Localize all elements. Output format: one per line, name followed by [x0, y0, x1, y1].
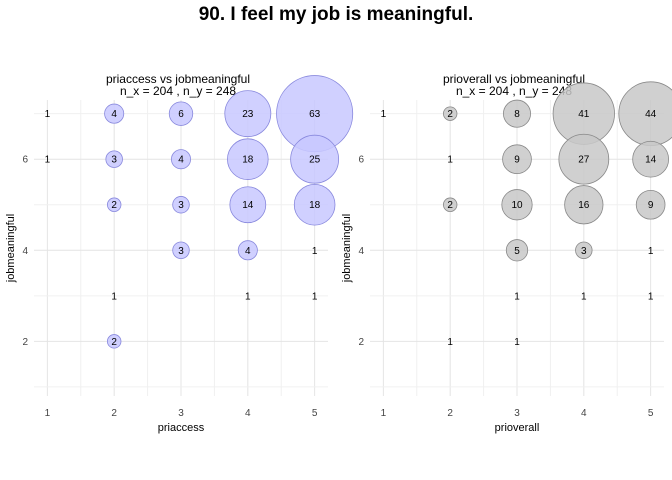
bubble-count-label: 1	[447, 337, 453, 348]
bubble-count-label: 4	[111, 109, 117, 120]
y-tick-label: 4	[22, 246, 28, 257]
bubble-count-label: 14	[242, 200, 254, 211]
bubble-count-label: 1	[45, 109, 51, 120]
bubble-count-label: 1	[648, 291, 654, 302]
y-tick-label: 6	[358, 155, 364, 166]
bubble	[229, 186, 267, 224]
bubble-count-label: 9	[648, 200, 654, 211]
bubble	[172, 196, 190, 214]
chart-title: prioverall vs jobmeaningful	[443, 72, 585, 86]
y-tick-label: 6	[22, 155, 28, 166]
x-tick-label: 1	[45, 408, 51, 419]
bubble-count-label: 41	[578, 109, 590, 120]
x-tick-label: 4	[581, 408, 587, 419]
page-title: 90. I feel my job is meaningful.	[198, 4, 474, 25]
bubble-count-label: 25	[309, 155, 321, 166]
bubble-count-label: 2	[447, 109, 453, 120]
bubble-count-label: 10	[511, 200, 523, 211]
bubble-count-label: 3	[581, 246, 587, 257]
bubble-count-label: 1	[312, 291, 318, 302]
bubble	[106, 334, 122, 349]
x-tick-label: 3	[178, 408, 184, 419]
y-axis-label: jobmeaningful	[341, 214, 353, 284]
bubble-count-label: 1	[45, 155, 51, 166]
bubble-count-label: 1	[447, 155, 453, 166]
chart-title: priaccess vs jobmeaningful	[106, 72, 250, 86]
bubble-count-label: 1	[581, 291, 587, 302]
bubble-count-label: 1	[381, 109, 387, 120]
bubble-count-label: 3	[178, 200, 184, 211]
bubble	[104, 103, 125, 124]
bubble-count-label: 8	[514, 109, 520, 120]
x-tick-label: 4	[245, 408, 251, 419]
bubble	[564, 185, 604, 225]
bubble-count-label: 44	[645, 109, 657, 120]
x-tick-label: 1	[381, 408, 387, 419]
x-tick-label: 5	[648, 408, 654, 419]
bubble	[168, 101, 194, 126]
bubble-count-label: 27	[578, 155, 590, 166]
bubble-count-label: 23	[242, 109, 254, 120]
x-axis-label: prioverall	[495, 422, 540, 434]
bubble-count-label: 9	[514, 155, 520, 166]
bubble-count-label: 4	[245, 246, 251, 257]
bubble-count-label: 2	[447, 200, 453, 211]
bubble-count-label: 1	[514, 291, 520, 302]
bubble	[106, 197, 122, 212]
bubble	[505, 239, 529, 262]
bubble-count-label: 5	[514, 246, 520, 257]
bubble	[558, 133, 610, 185]
bubble	[442, 106, 458, 121]
bubble	[442, 197, 458, 212]
bubble	[632, 140, 669, 178]
bubble	[170, 149, 191, 170]
y-tick-label: 2	[22, 337, 28, 348]
bubble	[635, 189, 666, 220]
bubble	[105, 150, 123, 168]
x-tick-label: 2	[111, 408, 117, 419]
bubble-count-label: 2	[111, 337, 117, 348]
x-tick-label: 2	[447, 408, 453, 419]
chart-subtitle: n_x = 204 , n_y = 248	[120, 84, 236, 98]
bubble	[293, 183, 336, 226]
y-tick-label: 4	[358, 246, 364, 257]
bubble	[575, 241, 593, 259]
chart-subtitle: n_x = 204 , n_y = 248	[456, 84, 572, 98]
x-tick-label: 5	[312, 408, 318, 419]
bubble-count-label: 16	[578, 200, 590, 211]
bubble-count-label: 3	[111, 155, 117, 166]
bubble	[227, 138, 269, 180]
bubble-count-label: 4	[178, 155, 184, 166]
bubble-count-label: 18	[309, 200, 321, 211]
x-tick-label: 3	[514, 408, 520, 419]
bubble-count-label: 18	[242, 155, 254, 166]
x-axis-label: priaccess	[158, 422, 205, 434]
bubble	[237, 240, 258, 261]
bubble	[224, 90, 272, 138]
bubble-count-label: 3	[178, 246, 184, 257]
bubble	[501, 189, 533, 221]
y-tick-label: 2	[358, 337, 364, 348]
bubble	[172, 241, 190, 259]
bubble-count-label: 1	[245, 291, 251, 302]
bubble-count-label: 1	[312, 246, 318, 257]
bubble-count-label: 1	[514, 337, 520, 348]
bubble-count-label: 1	[111, 291, 117, 302]
bubble-count-label: 63	[309, 109, 321, 120]
bubble	[290, 134, 340, 184]
bubble	[502, 144, 532, 175]
bubble	[503, 99, 531, 128]
bubble-count-label: 2	[111, 200, 117, 211]
bubble-count-label: 6	[178, 109, 184, 120]
bubble-count-label: 14	[645, 155, 657, 166]
y-axis-label: jobmeaningful	[5, 214, 17, 284]
bubble-count-label: 1	[648, 246, 654, 257]
